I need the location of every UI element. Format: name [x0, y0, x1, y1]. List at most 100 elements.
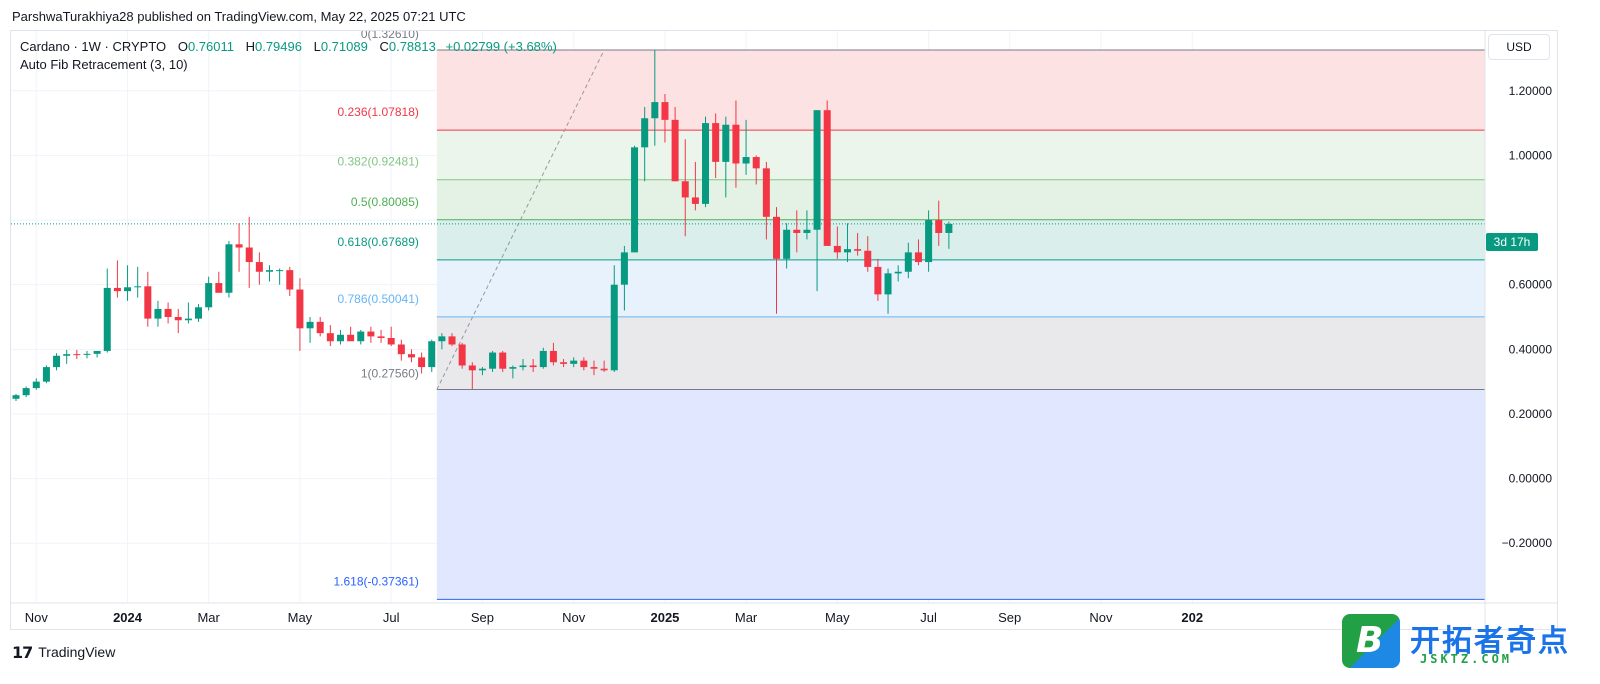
fib-band — [436, 219, 1485, 260]
candle-body — [377, 336, 385, 339]
candle — [22, 386, 30, 398]
time-tick-label: 2024 — [113, 610, 143, 625]
candle — [732, 100, 740, 188]
candle — [134, 266, 142, 298]
fib-level-label: 0.236(1.07818) — [337, 105, 418, 119]
price-tick-label: 1.00000 — [1509, 148, 1553, 162]
candle-body — [276, 270, 284, 272]
candle — [864, 236, 872, 272]
candle-body — [884, 273, 892, 295]
candle — [702, 116, 710, 208]
tradingview-logo[interactable]: 17 TradingView — [12, 642, 115, 662]
watermark-url: JSKTZ.COM — [1420, 652, 1513, 666]
price-tick-label: 0.60000 — [1509, 278, 1553, 292]
candle-body — [478, 368, 486, 371]
candle-body — [864, 250, 872, 267]
candle-body — [631, 147, 639, 253]
candle — [438, 333, 446, 350]
candle — [367, 326, 375, 343]
candle — [610, 265, 618, 372]
candle-body — [63, 354, 71, 356]
candle-body — [691, 197, 699, 204]
candle — [124, 265, 132, 301]
candle-body — [549, 350, 557, 363]
candle-body — [458, 344, 466, 366]
fib-level-label: 0.618(0.67689) — [337, 235, 418, 249]
watermark-badge-icon: B — [1342, 614, 1400, 668]
candle-body — [286, 270, 294, 290]
price-tick-label: −0.20000 — [1502, 536, 1553, 550]
candle — [225, 241, 233, 298]
chart-area[interactable]: 0(1.32610) 0.236(1.07818) 0.382(0.92481) 0.… — [10, 30, 1558, 630]
candle-body — [925, 220, 933, 263]
candle-body — [833, 245, 841, 253]
candle-body — [103, 287, 111, 351]
candle-body — [914, 252, 922, 263]
candle-body — [195, 307, 203, 319]
candle-body — [560, 362, 568, 364]
candle-body — [42, 367, 50, 382]
candle-body — [448, 336, 456, 345]
candle-body — [773, 216, 780, 259]
candle-body — [367, 331, 375, 337]
time-scale: Nov 2024 Mar May Jul Sep Nov 2025 Mar May Jul Sep No… — [11, 602, 1557, 625]
symbol-title[interactable]: Cardano · 1W · CRYPTO — [20, 39, 167, 54]
candle-body — [134, 286, 142, 288]
candle-body — [407, 354, 415, 358]
candle — [407, 349, 415, 363]
candle-body — [428, 341, 436, 368]
time-tick-label: May — [288, 610, 313, 625]
candle — [691, 161, 699, 211]
candle-body — [225, 244, 233, 293]
candle-body — [174, 317, 182, 321]
indicator-title[interactable]: Auto Fib Retracement (3, 10) — [20, 57, 188, 72]
candle — [144, 271, 152, 327]
candle — [83, 350, 91, 359]
candles — [12, 50, 953, 402]
candle — [793, 210, 801, 253]
close-value: 0.78813 — [388, 39, 436, 54]
candle-body — [53, 355, 61, 368]
candle-body — [489, 352, 497, 369]
candle-body — [681, 181, 689, 198]
candle-body — [12, 395, 20, 399]
candle-body — [22, 388, 30, 396]
candle — [752, 155, 760, 185]
fib-trend-line — [436, 49, 605, 390]
candle — [641, 106, 649, 182]
candle-body — [418, 357, 426, 368]
candle — [12, 393, 20, 402]
candle-body — [843, 249, 851, 253]
fib-level-label: 1(0.27560) — [361, 367, 419, 381]
candle — [722, 116, 730, 198]
time-tick-label: Jul — [383, 610, 400, 625]
fib-level-label: 0.382(0.92481) — [337, 155, 418, 169]
candle-body — [894, 271, 902, 274]
fib-band — [436, 50, 1485, 131]
candle-body — [326, 333, 334, 342]
candle — [63, 349, 71, 364]
low-label: L — [313, 39, 321, 54]
currency-selector[interactable]: USD — [1488, 34, 1550, 60]
candle — [347, 326, 355, 342]
time-tick-label: Nov — [1089, 610, 1113, 625]
candle — [580, 357, 588, 371]
candle-body — [255, 262, 263, 272]
candle — [843, 223, 851, 263]
price-scale: 1.20000 1.00000 0.60000 0.40000 0.20000 0.000… — [1484, 31, 1553, 629]
candle — [336, 329, 344, 345]
candle — [904, 242, 912, 279]
candle — [823, 100, 831, 246]
candle — [53, 353, 61, 371]
price-chart[interactable]: 0(1.32610) 0.236(1.07818) 0.382(0.92481) 0.… — [11, 31, 1557, 629]
fib-level-label: 1.618(-0.37361) — [333, 574, 418, 588]
candle — [783, 223, 791, 269]
candle-body — [610, 284, 618, 371]
candle — [174, 308, 182, 334]
candle-body — [803, 229, 811, 233]
fib-band — [436, 130, 1485, 180]
candle — [945, 221, 953, 249]
candle — [884, 268, 892, 314]
candle — [773, 207, 780, 314]
candle-body — [641, 118, 649, 148]
